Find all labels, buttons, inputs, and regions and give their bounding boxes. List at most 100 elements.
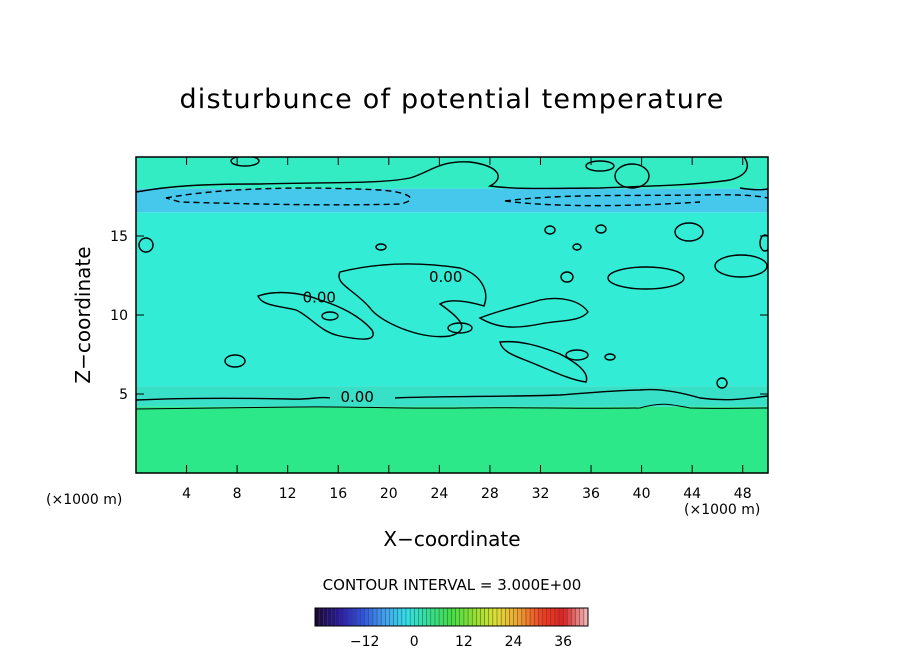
x-unit-label-left: (×1000 m) (46, 492, 123, 508)
colorbar-cell (525, 608, 531, 626)
contour-interval-label: CONTOUR INTERVAL = 3.000E+00 (322, 576, 582, 594)
contour-negative-upper (165, 187, 412, 206)
contour-zero-right (478, 297, 589, 328)
x-tick-label: 16 (329, 486, 347, 502)
colorbar-cell (430, 608, 436, 626)
colorbar-cell (447, 608, 452, 626)
x-axis-label: X−coordinate (383, 527, 521, 551)
colorbar-cell (488, 608, 494, 626)
colorbar-cell (476, 608, 481, 626)
colorbar-cell (410, 608, 415, 626)
colorbar-cell (360, 608, 366, 626)
colorbar-cell (356, 608, 361, 626)
colorbar-cell (497, 608, 502, 626)
colorbar-tick-label: 0 (410, 634, 419, 650)
colorbar-cell (364, 608, 370, 626)
colorbar-cell (393, 608, 399, 626)
colorbar-cell (554, 608, 560, 626)
colorbar-cell (381, 608, 386, 626)
colorbar-cell (319, 608, 324, 626)
x-tick-label: 48 (734, 486, 752, 502)
colorbar-cell (414, 608, 419, 626)
colorbar-tick-label: 36 (554, 634, 572, 650)
colorbar-cell (327, 608, 333, 626)
x-tick-label: 32 (532, 486, 550, 502)
colorbar-cell (385, 608, 390, 626)
colorbar-cell (401, 608, 407, 626)
chart-title: disturbunce of potential temperature (179, 84, 725, 115)
colorbar-cell (377, 608, 382, 626)
colorbar-cell (509, 608, 515, 626)
colorbar-cell (521, 608, 527, 626)
colorbar-cell (422, 608, 428, 626)
colorbar-cell (575, 608, 581, 626)
contour-zero-center (338, 263, 487, 338)
colorbar-tick-label: −12 (350, 634, 380, 650)
contour-negative-upper-2 (504, 194, 768, 207)
x-tick-label: 12 (279, 486, 297, 502)
colorbar-cell (339, 608, 345, 626)
colorbar-cell (348, 608, 353, 626)
x-tick-label: 36 (582, 486, 600, 502)
x-tick-label: 24 (430, 486, 448, 502)
colorbar-cell (492, 608, 498, 626)
x-unit-label-right: (×1000 m) (684, 502, 761, 518)
contour-label: 0.00 (303, 289, 336, 307)
colorbar-cell (583, 608, 589, 626)
colorbar-cell (331, 608, 337, 626)
colorbar-cell (480, 608, 486, 626)
colorbar-cell (459, 608, 465, 626)
contour-zero-lower (499, 340, 588, 383)
x-tick-label: 44 (683, 486, 701, 502)
y-tick-label: 15 (110, 229, 128, 245)
x-tick-label: 8 (233, 486, 242, 502)
colorbar-cell (323, 608, 328, 626)
contour-zero-top (136, 157, 748, 193)
colorbar-cell (368, 608, 374, 626)
colorbar-cell (513, 608, 519, 626)
contour-label: 0.00 (340, 388, 373, 406)
x-tick-label: 40 (633, 486, 651, 502)
contour-zero-left (257, 291, 374, 340)
field-band-2 (136, 212, 768, 387)
x-tick-label: 20 (380, 486, 398, 502)
colorbar-tick-label: 24 (505, 634, 523, 650)
colorbar-cell (451, 608, 457, 626)
colorbar-cell (443, 608, 448, 626)
colorbar-tick-label: 12 (455, 634, 473, 650)
colorbar-cell (534, 608, 539, 626)
contour-zero-lower-boundary (136, 388, 768, 401)
colorbar-frame (314, 607, 589, 627)
colorbar-cell (439, 608, 444, 626)
colorbar-cell (343, 608, 349, 626)
colorbar-cell (455, 608, 461, 626)
colorbar-cell (418, 608, 424, 626)
colorbar-cell (426, 608, 432, 626)
colorbar-cell (505, 608, 510, 626)
colorbar-cell (563, 608, 568, 626)
colorbar-cell (517, 608, 523, 626)
colorbar-cell (472, 608, 477, 626)
colorbar-cell (559, 608, 564, 626)
contour-label: 0.00 (429, 268, 462, 286)
y-tick-label: 10 (110, 308, 128, 324)
colorbar-cell (546, 608, 552, 626)
contour-zero-top-2 (739, 187, 768, 191)
colorbar-cell (484, 608, 490, 626)
colorbar-cell (542, 608, 548, 626)
colorbar-cell (406, 608, 411, 626)
colorbar-cell (468, 608, 473, 626)
colorbar-cell (463, 608, 469, 626)
colorbar-cell (397, 608, 403, 626)
colorbar-cell (434, 608, 440, 626)
colorbar-cell (389, 608, 395, 626)
colorbar-cell (315, 608, 320, 626)
colorbar-cell (538, 608, 543, 626)
colorbar-cell (501, 608, 506, 626)
colorbar-cell (571, 608, 577, 626)
colorbar-cell (530, 608, 535, 626)
x-tick-label: 4 (182, 486, 191, 502)
field-band-3 (136, 188, 768, 213)
colorbar-cell (335, 608, 341, 626)
